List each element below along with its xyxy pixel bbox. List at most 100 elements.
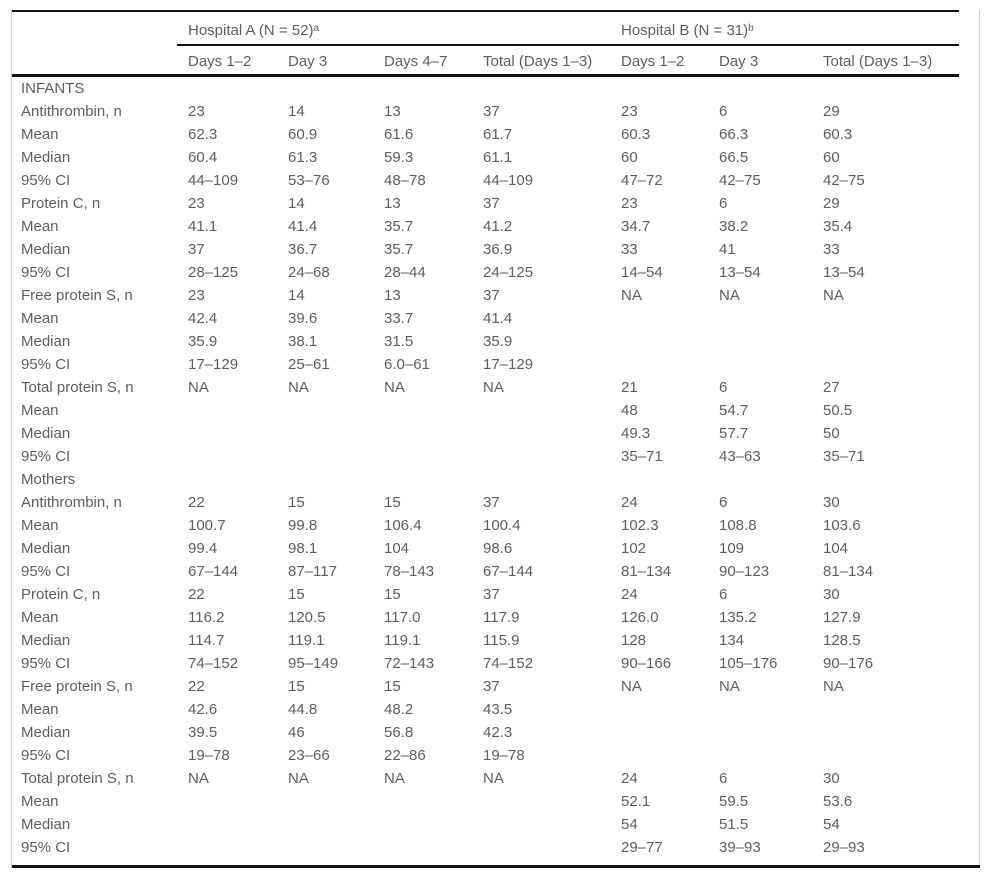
table-cell: 72–143 <box>384 655 435 672</box>
row-label: 95% CI <box>21 747 71 764</box>
table-cell: 52.1 <box>621 793 651 810</box>
table-cell: 39–93 <box>719 839 761 856</box>
table-cell: NA <box>719 287 740 304</box>
table-cell: 15 <box>384 678 401 695</box>
table-cell: 14–54 <box>621 264 663 281</box>
row-label: Median <box>21 333 71 350</box>
table-cell: 60 <box>621 149 638 166</box>
table-cell: 50 <box>823 425 840 442</box>
table-cell: 6.0–61 <box>384 356 430 373</box>
table-cell: 108.8 <box>719 517 757 534</box>
table-cell: NA <box>621 678 642 695</box>
table-cell: 61.6 <box>384 126 414 143</box>
group-header-hospital-b: Hospital B (N = 31)b <box>621 22 981 39</box>
section-row: Mothers <box>12 468 979 491</box>
table-cell: 36.9 <box>483 241 513 258</box>
table-cell: 59.3 <box>384 149 414 166</box>
table-cell: 41.2 <box>483 218 513 235</box>
table-row: 95% CI 19–78 23–66 22–86 19–78 <box>12 744 979 767</box>
table-cell: 48–78 <box>384 172 426 189</box>
row-label: Mean <box>21 402 59 419</box>
row-label: Mean <box>21 517 59 534</box>
table-cell: 60.3 <box>621 126 651 143</box>
table-cell: 74–152 <box>188 655 239 672</box>
table-cell: 30 <box>823 494 840 511</box>
row-label: Mean <box>21 793 59 810</box>
table-cell: 23 <box>621 195 638 212</box>
table-cell: 23 <box>188 287 205 304</box>
table-cell: 13–54 <box>719 264 761 281</box>
row-label: Antithrombin, n <box>21 103 122 120</box>
table-row: Free protein S, n 22 15 15 37 NA NA NA <box>12 675 979 698</box>
row-label: Mothers <box>21 471 76 488</box>
table-cell: 19–78 <box>188 747 230 764</box>
table-cell: 22–86 <box>384 747 426 764</box>
table-cell: 23 <box>188 103 205 120</box>
row-label: 95% CI <box>21 448 71 465</box>
table-cell: 14 <box>288 195 305 212</box>
group-header-hospital-a: Hospital A (N = 52)a <box>188 22 621 39</box>
column-header-row: Days 1–2 Day 3 Days 4–7 Total (Days 1–3)… <box>12 48 979 74</box>
table-row: Median 114.7 119.1 119.1 115.9 128 134 1… <box>12 629 979 652</box>
table-cell: NA <box>483 379 504 396</box>
table-cell: 47–72 <box>621 172 663 189</box>
table-row: Mean 116.2 120.5 117.0 117.9 126.0 135.2… <box>12 606 979 629</box>
table-row: Mean 42.4 39.6 33.7 41.4 <box>12 307 979 330</box>
table-row: Mean 62.3 60.9 61.6 61.7 60.3 66.3 60.3 <box>12 123 979 146</box>
table-cell: 35.9 <box>188 333 218 350</box>
row-label: Total protein S, n <box>21 770 134 787</box>
row-label: 95% CI <box>21 264 71 281</box>
table-cell: 15 <box>288 678 305 695</box>
table-row: Mean 42.6 44.8 48.2 43.5 <box>12 698 979 721</box>
table-cell: 61.3 <box>288 149 318 166</box>
row-label: Mean <box>21 701 59 718</box>
table-cell: 41 <box>719 241 736 258</box>
table-cell: 25–61 <box>288 356 330 373</box>
table-row: Protein C, n 23 14 13 37 23 6 29 <box>12 192 979 215</box>
table-cell: 23–66 <box>288 747 330 764</box>
table-cell: 19–78 <box>483 747 525 764</box>
table-cell: 29–77 <box>621 839 663 856</box>
table-cell: 60.9 <box>288 126 318 143</box>
table-row: Median 99.4 98.1 104 98.6 102 109 104 <box>12 537 979 560</box>
table-cell: 28–44 <box>384 264 426 281</box>
column-header: Days 4–7 <box>384 52 448 70</box>
table-cell: 38.1 <box>288 333 318 350</box>
table-cell: 27 <box>823 379 840 396</box>
table-cell: 104 <box>384 540 410 557</box>
table-cell: 6 <box>719 586 728 603</box>
table-cell: 37 <box>483 678 500 695</box>
table-row: 95% CI 29–77 39–93 29–93 <box>12 836 979 859</box>
table-cell: 6 <box>719 103 728 120</box>
column-header: Day 3 <box>288 52 328 70</box>
table-cell: 53–76 <box>288 172 330 189</box>
table-cell: 57.7 <box>719 425 749 442</box>
table-cell: 102 <box>621 540 647 557</box>
row-label: Median <box>21 149 71 166</box>
table-cell: 24 <box>621 770 638 787</box>
table-cell: 42.6 <box>188 701 218 718</box>
table-cell: 119.1 <box>288 632 325 649</box>
header-bottom-rule <box>12 74 959 77</box>
table-cell: 50.5 <box>823 402 853 419</box>
row-label: Free protein S, n <box>21 678 133 695</box>
table-cell: 59.5 <box>719 793 749 810</box>
table-row: 95% CI 67–144 87–117 78–143 67–144 81–13… <box>12 560 979 583</box>
table-cell: 105–176 <box>719 655 778 672</box>
table-cell: NA <box>823 287 844 304</box>
table-cell: 30 <box>823 586 840 603</box>
table-cell: 56.8 <box>384 724 414 741</box>
table-cell: 67–144 <box>188 563 239 580</box>
table-cell: 33.7 <box>384 310 414 327</box>
row-label: Mean <box>21 609 59 626</box>
table-cell: NA <box>188 379 209 396</box>
table-cell: 44–109 <box>188 172 239 189</box>
table-row: Median 37 36.7 35.7 36.9 33 41 33 <box>12 238 979 261</box>
table-row: 95% CI 17–129 25–61 6.0–61 17–129 <box>12 353 979 376</box>
group-underline-rule <box>177 44 959 46</box>
table-cell: 24 <box>621 494 638 511</box>
table-row: Protein C, n 22 15 15 37 24 6 30 <box>12 583 979 606</box>
column-header: Days 1–2 <box>188 52 252 70</box>
table-cell: NA <box>188 770 209 787</box>
row-label: INFANTS <box>21 80 85 97</box>
